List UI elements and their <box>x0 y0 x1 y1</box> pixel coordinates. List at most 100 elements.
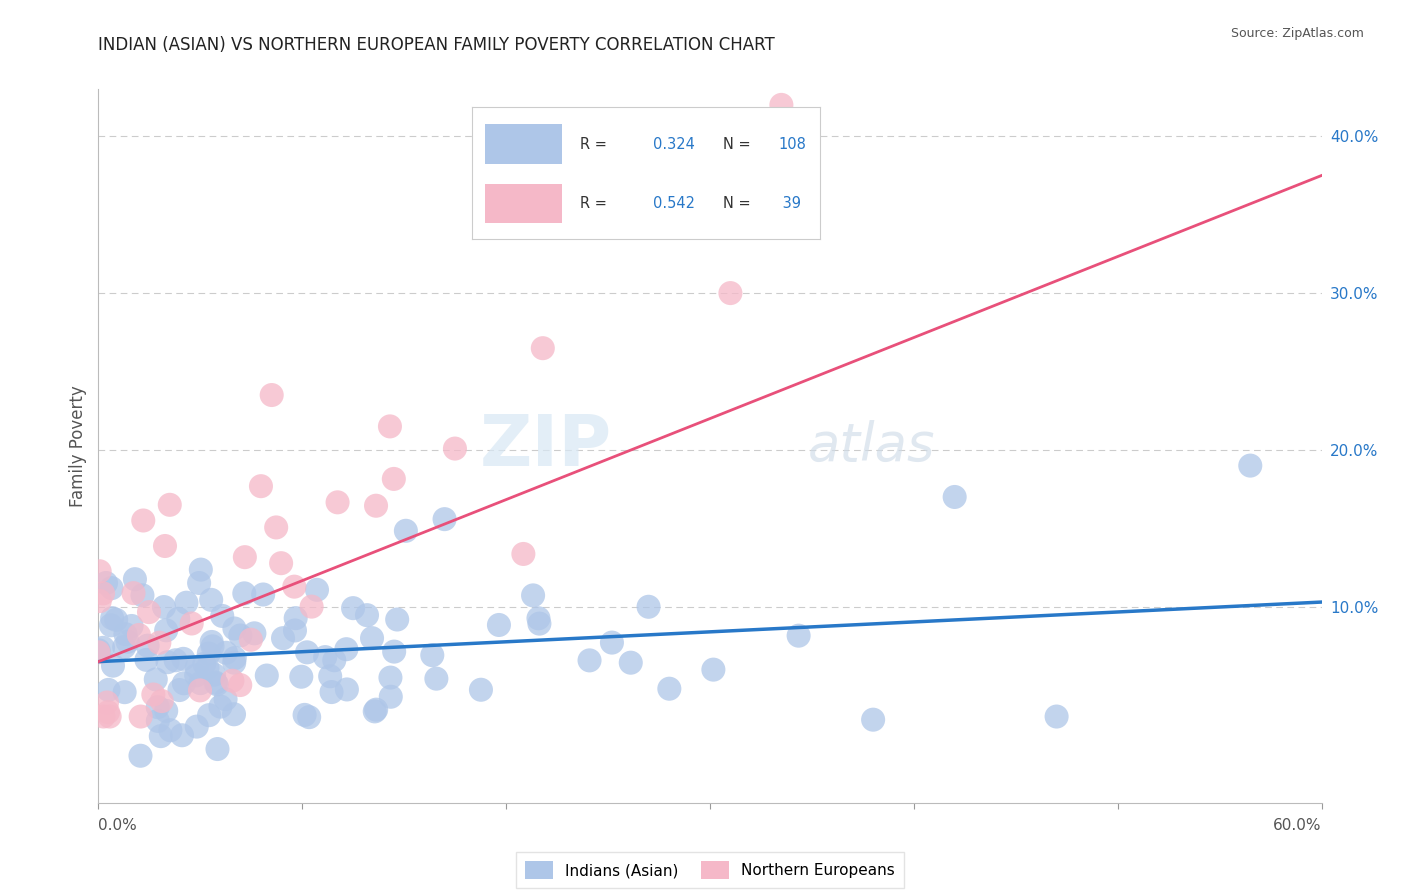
Point <box>98 709 121 723</box>
Point <box>488 618 510 632</box>
Point <box>527 611 550 625</box>
Point <box>1045 709 1069 723</box>
Point <box>250 479 273 493</box>
Point <box>787 629 810 643</box>
Point <box>284 624 307 638</box>
Point <box>233 586 256 600</box>
Point <box>153 600 176 615</box>
Point <box>97 682 120 697</box>
Point <box>149 729 172 743</box>
Point <box>224 651 246 665</box>
Point <box>211 609 233 624</box>
Point <box>207 742 229 756</box>
Point <box>301 599 323 614</box>
Point <box>94 576 117 591</box>
Point <box>342 601 364 615</box>
Point <box>96 696 118 710</box>
Point <box>252 587 274 601</box>
Point <box>188 683 211 698</box>
Point <box>117 634 139 648</box>
Point <box>356 608 378 623</box>
Point <box>87 643 110 657</box>
Point <box>270 556 292 570</box>
Point <box>378 419 401 434</box>
Point <box>1239 458 1261 473</box>
Point <box>637 599 659 614</box>
Point <box>114 685 136 699</box>
Point <box>224 656 246 670</box>
Point <box>201 640 224 654</box>
Point <box>100 581 122 595</box>
Point <box>186 660 208 674</box>
Point <box>361 631 384 645</box>
Point <box>770 98 793 112</box>
Point <box>101 658 124 673</box>
Text: INDIAN (ASIAN) VS NORTHERN EUROPEAN FAMILY POVERTY CORRELATION CHART: INDIAN (ASIAN) VS NORTHERN EUROPEAN FAMI… <box>98 36 775 54</box>
Point <box>600 635 623 649</box>
Point <box>167 612 190 626</box>
Point <box>862 713 884 727</box>
Point <box>146 714 169 728</box>
Point <box>146 700 169 714</box>
Y-axis label: Family Poverty: Family Poverty <box>69 385 87 507</box>
Point <box>243 626 266 640</box>
Point <box>172 652 194 666</box>
Point <box>132 514 155 528</box>
Point <box>305 582 328 597</box>
Point <box>319 669 342 683</box>
Point <box>658 681 681 696</box>
Point <box>100 618 122 632</box>
Point <box>214 692 236 706</box>
Point <box>105 613 128 627</box>
Point <box>366 703 388 717</box>
Point <box>380 690 402 704</box>
Point <box>169 683 191 698</box>
Point <box>205 677 228 691</box>
Point <box>620 656 643 670</box>
Point <box>260 388 283 402</box>
Point <box>156 655 179 669</box>
Point <box>170 728 193 742</box>
Point <box>198 647 221 661</box>
Point <box>97 705 120 719</box>
Text: 60.0%: 60.0% <box>1274 819 1322 833</box>
Point <box>176 596 198 610</box>
Point <box>128 628 150 642</box>
Point <box>420 648 443 662</box>
Point <box>153 539 176 553</box>
Point <box>173 676 195 690</box>
Point <box>91 586 114 600</box>
Point <box>364 705 387 719</box>
Point <box>256 668 278 682</box>
Point <box>180 616 202 631</box>
Text: ZIP: ZIP <box>479 411 612 481</box>
Point <box>202 667 225 681</box>
Point <box>702 663 724 677</box>
Text: 0.0%: 0.0% <box>98 819 138 833</box>
Point <box>129 748 152 763</box>
Point <box>204 675 226 690</box>
Text: Source: ZipAtlas.com: Source: ZipAtlas.com <box>1230 27 1364 40</box>
Point <box>129 709 152 723</box>
Point <box>121 619 143 633</box>
Point <box>200 592 222 607</box>
Point <box>433 512 456 526</box>
Text: atlas: atlas <box>808 420 935 472</box>
Point <box>364 499 387 513</box>
Point <box>284 611 307 625</box>
Point <box>136 639 159 653</box>
Point <box>148 636 170 650</box>
Point <box>198 708 221 723</box>
Point <box>943 490 966 504</box>
Point <box>186 668 208 682</box>
Point <box>138 605 160 619</box>
Point <box>298 710 321 724</box>
Point <box>290 670 312 684</box>
Point <box>159 498 181 512</box>
Point <box>142 688 165 702</box>
Point <box>321 685 343 699</box>
Point <box>131 588 153 602</box>
Point <box>155 624 177 638</box>
Point <box>186 720 208 734</box>
Point <box>193 657 215 671</box>
